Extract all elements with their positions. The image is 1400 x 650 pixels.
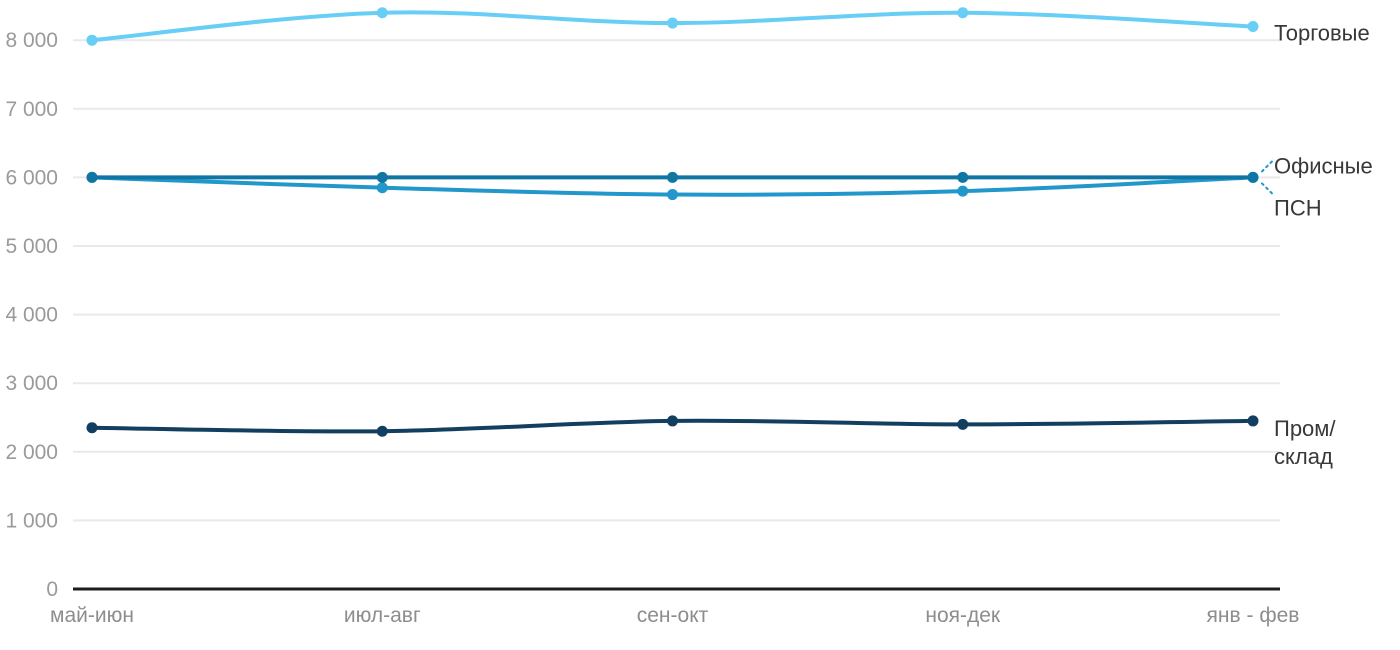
x-axis-category-label: сен-окт <box>637 604 709 627</box>
y-axis-tick-label: 6 000 <box>5 166 58 189</box>
y-axis-tick-label: 0 <box>46 578 58 601</box>
series-point[interactable] <box>86 171 98 183</box>
series-point[interactable] <box>376 182 388 194</box>
series-point[interactable] <box>86 422 98 434</box>
series-point[interactable] <box>376 171 388 183</box>
series-point[interactable] <box>957 7 969 19</box>
series-point[interactable] <box>957 418 969 430</box>
y-axis-tick-label: 7 000 <box>5 98 58 121</box>
label-leader-line <box>1261 182 1273 195</box>
series-point[interactable] <box>86 34 98 46</box>
series-point[interactable] <box>957 171 969 183</box>
series-label: Офисные <box>1274 153 1373 178</box>
series-label: склад <box>1274 444 1333 469</box>
y-axis-tick-label: 5 000 <box>5 235 58 258</box>
series-point[interactable] <box>667 17 678 29</box>
y-axis-tick-label: 2 000 <box>5 441 58 464</box>
series-point[interactable] <box>957 185 969 197</box>
series-label: Пром/ <box>1274 416 1336 441</box>
x-axis-category-label: янв - фев <box>1207 604 1300 627</box>
series-label: Торговые <box>1274 20 1370 45</box>
series-point[interactable] <box>376 7 388 19</box>
y-axis-tick-label: 8 000 <box>5 29 58 52</box>
x-axis-category-label: ноя-дек <box>925 604 1001 627</box>
series-point[interactable] <box>1247 20 1259 32</box>
series-label: ПСН <box>1274 195 1322 220</box>
series-point[interactable] <box>376 425 388 437</box>
series-point[interactable] <box>667 415 678 427</box>
y-axis-tick-label: 4 000 <box>5 304 58 327</box>
series-point[interactable] <box>1247 171 1259 183</box>
y-axis-tick-label: 3 000 <box>5 372 58 395</box>
series-point[interactable] <box>667 171 678 183</box>
series-point[interactable] <box>1247 415 1259 427</box>
label-leader-line <box>1261 160 1273 173</box>
series-point[interactable] <box>667 189 678 201</box>
y-axis-tick-label: 1 000 <box>5 509 58 532</box>
x-axis-category-label: июл-авг <box>344 604 421 627</box>
x-axis-category-label: май-июн <box>50 604 134 627</box>
